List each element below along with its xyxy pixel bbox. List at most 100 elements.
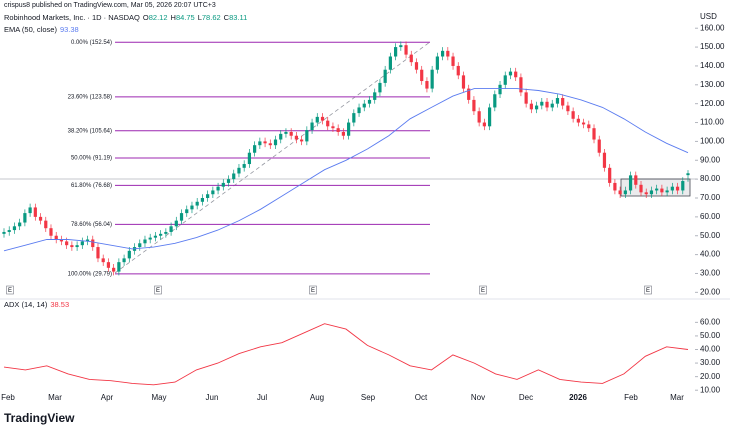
candle-body — [106, 262, 111, 268]
y-tick-label: 50.00 — [700, 331, 721, 340]
candle-body — [399, 45, 403, 48]
candle-body — [18, 222, 22, 227]
y-tick-label: 150.00 — [700, 42, 725, 51]
candle-body — [628, 175, 633, 191]
candle-body — [524, 92, 528, 104]
candle-body — [394, 47, 398, 57]
y-tick-label: 60.00 — [700, 212, 721, 221]
candle-body — [514, 71, 518, 78]
x-tick-label: Mar — [48, 393, 62, 402]
y-tick-label: 30.00 — [700, 358, 721, 367]
candle-body — [44, 220, 48, 229]
ema-legend: EMA (50, close) 93.38 — [4, 25, 82, 34]
candle-body — [263, 141, 267, 144]
earnings-marker: E — [311, 288, 315, 294]
fib-label: 0.00% (152.54) — [71, 40, 112, 46]
y-tick-label: 70.00 — [700, 193, 721, 202]
candle-body — [174, 220, 178, 227]
x-tick-label: Sep — [361, 393, 376, 402]
earnings-box — [6, 285, 14, 295]
candle-body — [268, 143, 272, 146]
candle-body — [592, 128, 596, 140]
candle-body — [101, 258, 105, 263]
y-tick-label: 140.00 — [700, 61, 725, 70]
candle-body — [670, 186, 674, 191]
fib-label: 23.60% (123.58) — [68, 94, 112, 100]
candle-body — [117, 262, 121, 272]
candle-body — [310, 122, 314, 131]
x-tick-label: Jul — [257, 393, 267, 402]
candle-body — [498, 84, 502, 95]
fib-label: 78.60% (56.04) — [71, 222, 112, 228]
trend-line — [114, 41, 431, 274]
x-tick-label: 2026 — [569, 393, 587, 402]
candle-body — [33, 207, 37, 217]
candle-body — [383, 69, 387, 83]
ohlc-value: 78.62 — [201, 13, 221, 22]
series-line — [3, 323, 689, 386]
y-tick-label: 120.00 — [700, 99, 725, 108]
earnings-box — [644, 285, 652, 295]
candle-body — [341, 131, 345, 136]
candle-body — [169, 226, 173, 232]
candle-body — [388, 56, 392, 70]
candle-body — [80, 241, 84, 246]
legend-entry: ADX (14, 14) — [4, 300, 48, 309]
candle-body — [357, 107, 361, 114]
adx-legend: ADX (14, 14) 38.53 — [4, 300, 72, 309]
candle-body — [503, 75, 507, 85]
candle-body — [675, 186, 680, 191]
price-legend: Robinhood Markets, Inc. · 1D · NASDAQ O82… — [4, 13, 250, 22]
candle-body — [686, 173, 690, 176]
candle-body — [258, 141, 262, 146]
candle-body — [540, 101, 544, 106]
fib-label: 38.20% (105.64) — [68, 128, 112, 134]
candle-body — [639, 184, 643, 193]
candle-body — [352, 113, 356, 123]
candle-body — [273, 139, 278, 146]
y-tick-label: 60.00 — [700, 317, 721, 326]
candle-body — [461, 75, 466, 89]
candle-body — [326, 120, 330, 127]
candle-body — [597, 139, 601, 153]
currency-label: USD — [700, 12, 717, 21]
symbol-title: Robinhood Markets, Inc. · 1D · NASDAQ — [4, 13, 140, 22]
candle-body — [70, 245, 74, 248]
y-tick-label: 40.00 — [700, 345, 721, 354]
earnings-marker: E — [156, 288, 160, 294]
candle-body — [96, 247, 100, 259]
candle-body — [2, 231, 6, 234]
candle-body — [587, 124, 591, 129]
ohlc-value: 83.11 — [229, 13, 248, 22]
candle-body — [294, 135, 298, 140]
earnings-box — [154, 285, 162, 295]
candle-body — [221, 182, 225, 187]
x-tick-label: Dec — [519, 393, 533, 402]
y-tick-label: 100.00 — [700, 137, 725, 146]
candle-body — [305, 130, 309, 142]
candle-body — [555, 98, 560, 104]
candle-body — [300, 139, 304, 142]
candle-body — [634, 175, 638, 185]
candle-body — [315, 116, 319, 123]
candle-body — [477, 111, 481, 123]
candle-body — [414, 62, 419, 70]
candle-body — [216, 186, 220, 191]
candle-body — [138, 243, 142, 248]
candle-body — [112, 267, 116, 272]
candle-body — [467, 88, 471, 100]
y-tick-label: 80.00 — [700, 174, 721, 183]
candle-body — [148, 237, 152, 240]
range-box — [620, 178, 691, 197]
candle-body — [655, 188, 659, 191]
candle-body — [425, 81, 429, 89]
candle-body — [487, 107, 492, 127]
fib-label: 100.00% (29.79) — [68, 271, 112, 277]
candle-body — [446, 50, 450, 57]
x-tick-label: May — [151, 393, 166, 402]
candle-body — [28, 207, 32, 214]
x-tick-label: Aug — [310, 393, 324, 402]
candle-body — [534, 105, 539, 110]
candle-body — [232, 173, 236, 180]
candle-body — [472, 99, 476, 112]
